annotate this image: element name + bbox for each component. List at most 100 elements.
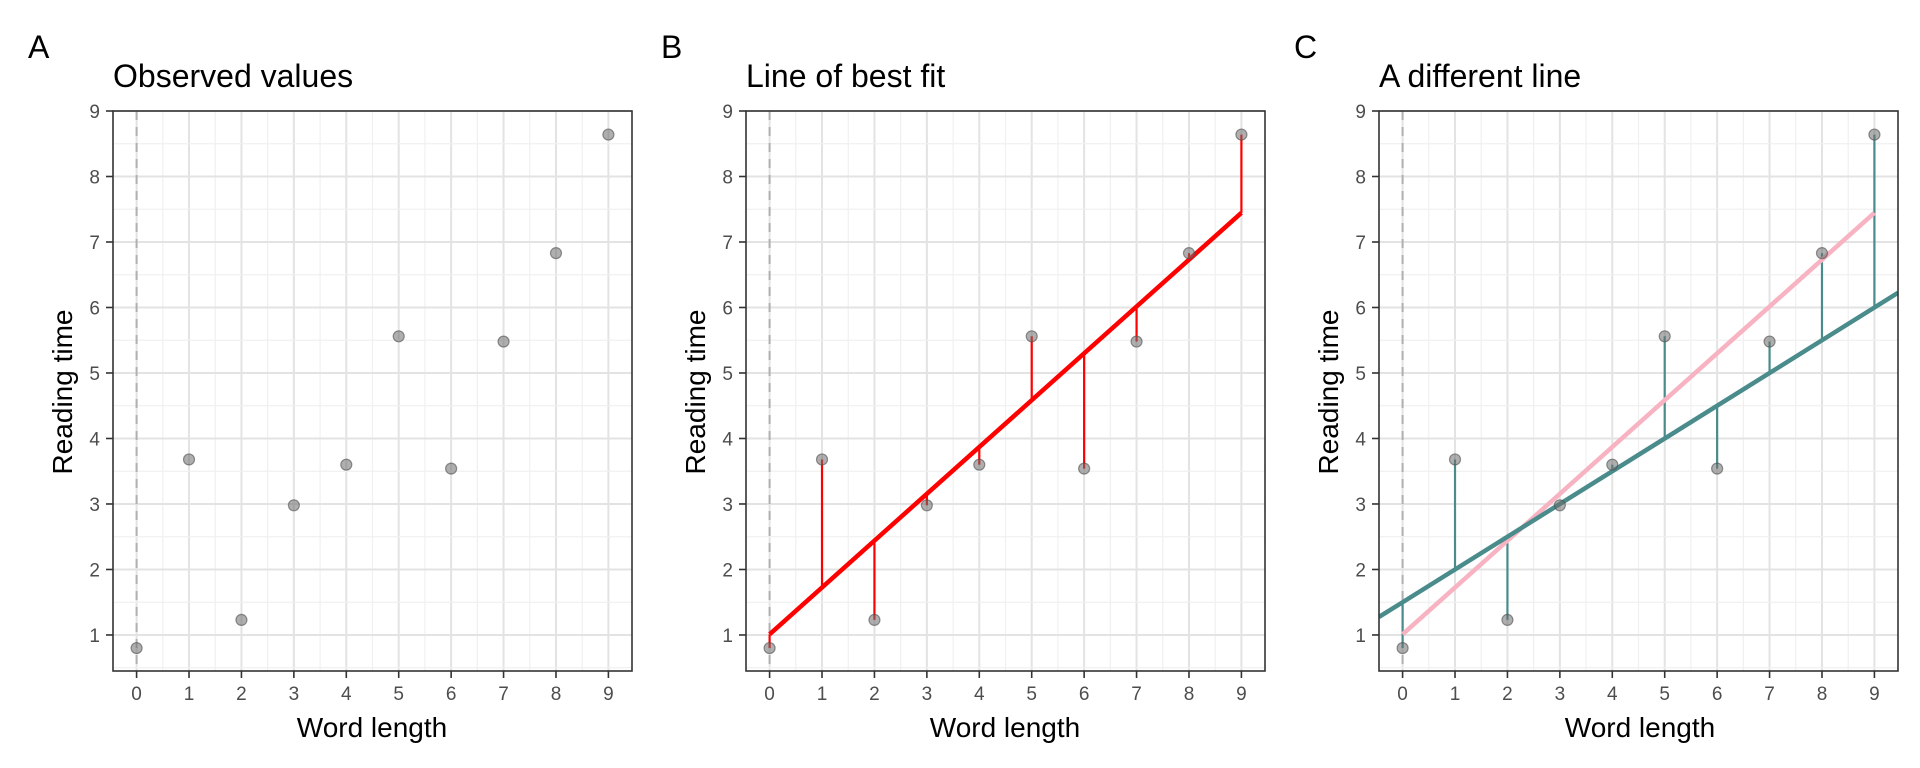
data-point: [392, 330, 405, 343]
data-point: [868, 613, 881, 627]
x-tick-label: 5: [1026, 684, 1037, 705]
y-tick-label: 6: [89, 298, 100, 319]
plot-area: [745, 110, 1266, 672]
plot-marks: [763, 128, 1248, 655]
x-tick-label: 9: [1869, 684, 1880, 705]
y-tick-label: 5: [1355, 364, 1366, 385]
y-tick-label: 5: [722, 364, 733, 385]
data-point: [1553, 499, 1566, 512]
fit-line: [1401, 211, 1876, 636]
panel-c: C A different line Word length Reading t…: [1294, 29, 1899, 743]
x-tick-label: 3: [289, 684, 300, 705]
x-tick-label: 1: [184, 684, 195, 705]
y-axis-title: Reading time: [680, 310, 711, 475]
data-point: [1606, 458, 1619, 471]
x-tick-label: 2: [1502, 684, 1513, 705]
data-point: [763, 641, 776, 655]
x-tick-label: 6: [1712, 684, 1723, 705]
data-point: [1763, 335, 1776, 348]
chart-title: Observed values: [113, 58, 353, 94]
panel-a: A Observed values Word length Reading ti…: [28, 29, 633, 743]
data-point: [235, 613, 248, 627]
data-point: [973, 458, 986, 471]
x-tick-label: 4: [1607, 684, 1618, 705]
data-point: [287, 499, 300, 512]
x-tick-label: 8: [551, 684, 562, 705]
y-tick-label: 8: [89, 167, 100, 188]
data-point: [1025, 330, 1038, 343]
plot-area: [112, 110, 633, 672]
x-tick-label: 8: [1184, 684, 1195, 705]
data-point: [182, 453, 196, 466]
y-tick-label: 9: [1355, 102, 1366, 123]
data-point: [1815, 247, 1829, 260]
y-tick-label: 2: [1355, 560, 1366, 581]
x-tick-label: 8: [1817, 684, 1828, 705]
plot-border: [745, 110, 1266, 672]
y-tick-label: 1: [89, 626, 100, 647]
x-tick-label: 3: [1555, 684, 1566, 705]
x-tick-label: 1: [817, 684, 828, 705]
data-point: [549, 247, 563, 260]
data-point: [815, 453, 829, 466]
grid: [1379, 110, 1898, 671]
data-point: [1711, 462, 1724, 475]
data-point: [1658, 330, 1671, 343]
axes: 0 1 2 3 4 5 6 7 8 9 1 2 3 4 5 6 7 8 9: [1355, 102, 1879, 705]
data-point: [602, 128, 615, 141]
y-tick-label: 4: [1355, 429, 1366, 450]
x-tick-label: 7: [1764, 684, 1775, 705]
y-tick-label: 7: [1355, 233, 1366, 254]
y-axis-title: Reading time: [1313, 310, 1344, 475]
x-tick-label: 6: [446, 684, 457, 705]
y-tick-label: 3: [1355, 495, 1366, 516]
x-tick-label: 0: [131, 684, 142, 705]
y-tick-label: 2: [89, 560, 100, 581]
y-tick-label: 1: [1355, 626, 1366, 647]
x-tick-label: 7: [1131, 684, 1142, 705]
y-tick-label: 6: [1355, 298, 1366, 319]
y-tick-label: 7: [722, 233, 733, 254]
x-axis-title: Word length: [1565, 712, 1715, 743]
fit-line: [768, 211, 1243, 636]
x-tick-label: 2: [236, 684, 247, 705]
x-tick-label: 2: [869, 684, 880, 705]
y-tick-label: 9: [722, 102, 733, 123]
plot-border: [112, 110, 633, 672]
panel-letter: A: [28, 29, 50, 65]
y-axis-title: Reading time: [47, 310, 78, 475]
y-tick-label: 8: [1355, 167, 1366, 188]
y-tick-label: 3: [722, 495, 733, 516]
x-axis-title: Word length: [297, 712, 447, 743]
x-tick-label: 9: [603, 684, 614, 705]
data-point: [1448, 453, 1462, 466]
panel-letter: B: [661, 29, 682, 65]
x-tick-label: 4: [974, 684, 985, 705]
data-point: [130, 641, 143, 655]
x-tick-label: 7: [498, 684, 509, 705]
data-point: [1868, 128, 1881, 141]
x-tick-label: 3: [922, 684, 933, 705]
data-point: [1182, 247, 1196, 260]
x-tick-label: 4: [341, 684, 352, 705]
x-tick-label: 5: [1659, 684, 1670, 705]
data-point: [445, 462, 458, 475]
y-tick-label: 7: [89, 233, 100, 254]
y-tick-label: 2: [722, 560, 733, 581]
y-tick-label: 5: [89, 364, 100, 385]
y-tick-label: 4: [89, 429, 100, 450]
plot-marks: [130, 128, 615, 655]
axes: 0 1 2 3 4 5 6 7 8 9 1 2 3 4 5 6 7 8 9: [722, 102, 1246, 705]
x-tick-label: 0: [764, 684, 775, 705]
x-tick-label: 9: [1236, 684, 1247, 705]
y-tick-label: 4: [722, 429, 733, 450]
x-tick-label: 1: [1450, 684, 1461, 705]
data-point: [1078, 462, 1091, 475]
plot-area: [1378, 110, 1899, 672]
x-axis-title: Word length: [930, 712, 1080, 743]
plot-marks: [1379, 128, 1898, 655]
data-point: [1130, 335, 1143, 348]
chart-title: Line of best fit: [746, 58, 945, 94]
data-point: [1501, 613, 1514, 627]
